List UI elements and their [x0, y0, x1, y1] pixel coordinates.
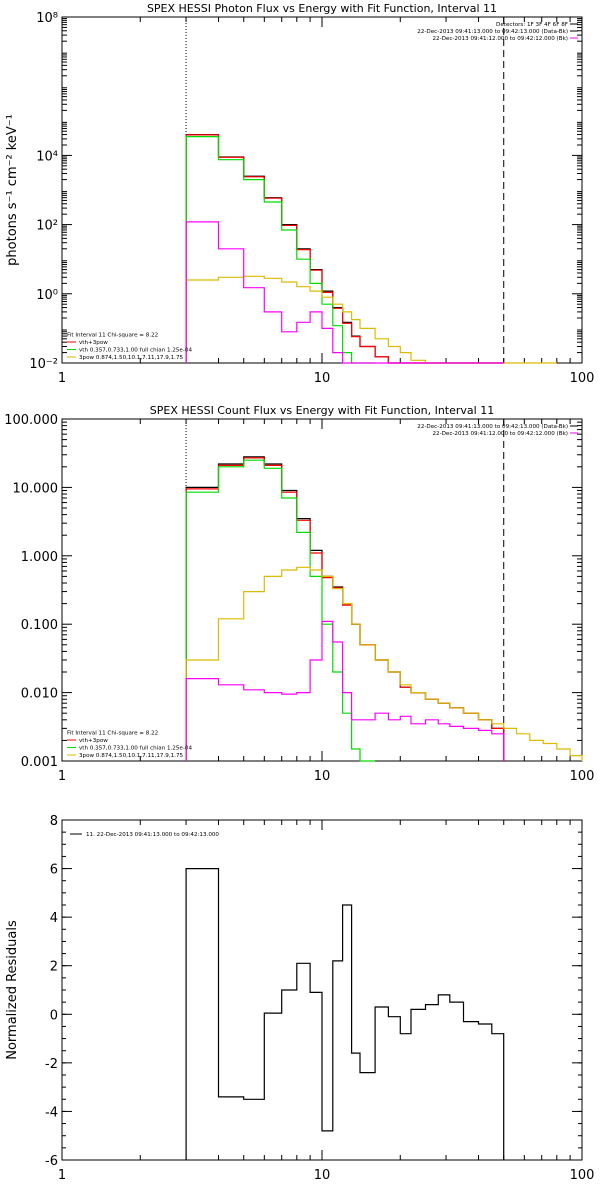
- chart-panel-2: SPEX HESSI Count Flux vs Energy with Fit…: [4, 404, 594, 784]
- x-tick-label: 1: [58, 1168, 66, 1183]
- fit-legend-entry: vth 0.357,0.733,1.00 full chian 1.25e-04: [79, 348, 192, 354]
- series-line-3: [185, 459, 376, 762]
- y-tick-label: 8: [50, 814, 58, 829]
- x-tick-label: 1: [58, 371, 66, 386]
- legend-entry: 22-Dec-2013 09:41:13.000 to 09:42:13.000…: [417, 424, 568, 430]
- legend-entry: 22-Dec-2013 09:41:12.000 to 09:42:12.000…: [432, 36, 568, 42]
- x-tick-label: 10: [314, 1168, 331, 1183]
- fit-legend-entry: 3pow 0.874,1.50,10.1,7.11,17.9,1.75: [79, 355, 184, 361]
- legend-entry: 22-Dec-2013 09:41:12.000 to 09:42:12.000…: [432, 431, 568, 437]
- series-line-5: [185, 221, 504, 364]
- y-tick-label: -2: [45, 1057, 58, 1072]
- series-line-2: [185, 457, 505, 761]
- chart-panel-1: SPEX HESSI Photon Flux vs Energy with Fi…: [5, 2, 594, 386]
- y-tick-label: 1.000: [21, 550, 58, 565]
- y-tick-label: 10⁴: [36, 149, 58, 164]
- fit-legend-entry: Fit Interval 11 Chi-square = 8.22: [67, 333, 158, 339]
- y-axis-label: photons s⁻¹ cm⁻² keV⁻¹: [5, 114, 20, 266]
- y-tick-label: 10⁻²: [29, 357, 58, 372]
- legend-entry: 22-Dec-2013 09:41:13.000 to 09:42:13.000…: [417, 29, 568, 35]
- x-tick-label: 100: [570, 769, 595, 784]
- series-line-4: [185, 566, 583, 761]
- chart-panel-3: 1 10 100 -6 -4 -2 0 2 4 6 8 Normalized Residuals 11.…: [5, 814, 594, 1183]
- y-tick-label: 10⁰: [36, 288, 58, 303]
- series-line-1: [185, 456, 505, 761]
- y-tick-label: 0.001: [21, 755, 58, 770]
- y-tick-label: 10²: [36, 219, 58, 234]
- legend-entry: Detectors: 1F 3F 4F 6F 8F: [496, 22, 568, 28]
- legend-entry: 11. 22-Dec-2013 09:41:13.000 to 09:42:13…: [86, 832, 219, 838]
- y-tick-label: 0: [50, 1008, 58, 1023]
- fit-legend-entry: Fit Interval 11 Chi-square = 8.22: [67, 731, 158, 737]
- y-tick-label: -6: [45, 1154, 58, 1169]
- y-tick-label: 10.000: [13, 481, 59, 496]
- x-tick-label: 10: [314, 371, 331, 386]
- chart-title: SPEX HESSI Count Flux vs Energy with Fit…: [150, 404, 494, 417]
- fit-legend-entry: vth 0.357,0.733,1.00 full chian 1.25e-04: [79, 746, 192, 752]
- y-tick-label: 6: [50, 863, 58, 878]
- y-tick-label: 10⁸: [36, 11, 58, 26]
- y-tick-label: 4: [50, 911, 58, 926]
- fit-legend-entry: vth+3pow: [79, 340, 108, 346]
- y-axis-label: Normalized Residuals: [5, 920, 20, 1060]
- x-tick-label: 100: [570, 1168, 595, 1183]
- chart-title: SPEX HESSI Photon Flux vs Energy with Fi…: [147, 2, 497, 15]
- x-tick-label: 10: [314, 769, 331, 784]
- series-line-1: [185, 868, 505, 1160]
- y-tick-label: 0.100: [21, 618, 58, 633]
- fit-legend-entry: vth+3pow: [79, 738, 108, 744]
- fit-legend-entry: 3pow 0.874,1.50,10.1,7.11,17.9,1.75: [79, 753, 184, 759]
- y-tick-label: 0.010: [21, 687, 58, 702]
- y-tick-label: -4: [45, 1105, 58, 1120]
- plot-frame: [61, 16, 583, 364]
- x-tick-label: 1: [58, 769, 66, 784]
- series-line-3: [185, 136, 376, 364]
- y-tick-label: 100.000: [4, 413, 58, 428]
- y-tick-label: 2: [50, 960, 58, 975]
- x-tick-label: 100: [570, 371, 595, 386]
- series-line-4: [185, 275, 557, 364]
- series-line-5: [185, 620, 505, 761]
